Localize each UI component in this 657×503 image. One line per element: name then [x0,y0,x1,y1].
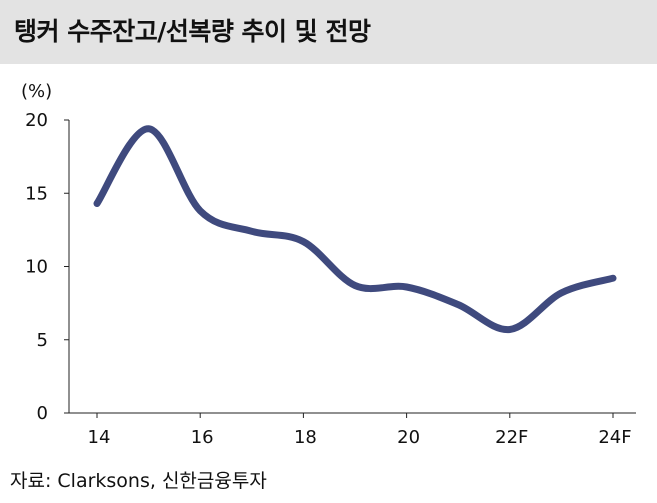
line-chart: (%) 0 5 10 15 20 14 16 18 20 22F 24F [21,81,636,448]
data-point [509,329,510,330]
y-axis-unit-label: (%) [21,81,52,102]
x-tick-label: 16 [191,427,214,448]
data-point [613,278,614,279]
series-line [93,125,617,334]
data-point [251,231,252,232]
data-point [148,128,149,129]
chart-title: 탱커 수주잔고/선복량 추이 및 전망 [14,17,371,46]
data-point [458,304,459,305]
y-tick-label: 15 [25,183,48,204]
data-point [561,292,562,293]
y-tick-label: 0 [37,403,48,424]
x-tick-label: 22F [495,427,528,448]
data-point [406,287,407,288]
y-tick-label: 10 [25,257,48,278]
x-tick-label: 14 [88,427,111,448]
data-point [355,285,356,286]
data-point [200,210,201,211]
data-point [97,203,98,204]
x-tick-label: 18 [294,427,317,448]
x-tick-label: 24F [598,427,631,448]
y-tick-label: 5 [37,330,48,351]
x-tick-label: 20 [397,427,420,448]
data-point [303,241,304,242]
y-tick-label: 20 [25,110,48,131]
title-bar: 탱커 수주잔고/선복량 추이 및 전망 [0,0,657,64]
source-note: 자료: Clarksons, 신한금융투자 [10,470,267,492]
